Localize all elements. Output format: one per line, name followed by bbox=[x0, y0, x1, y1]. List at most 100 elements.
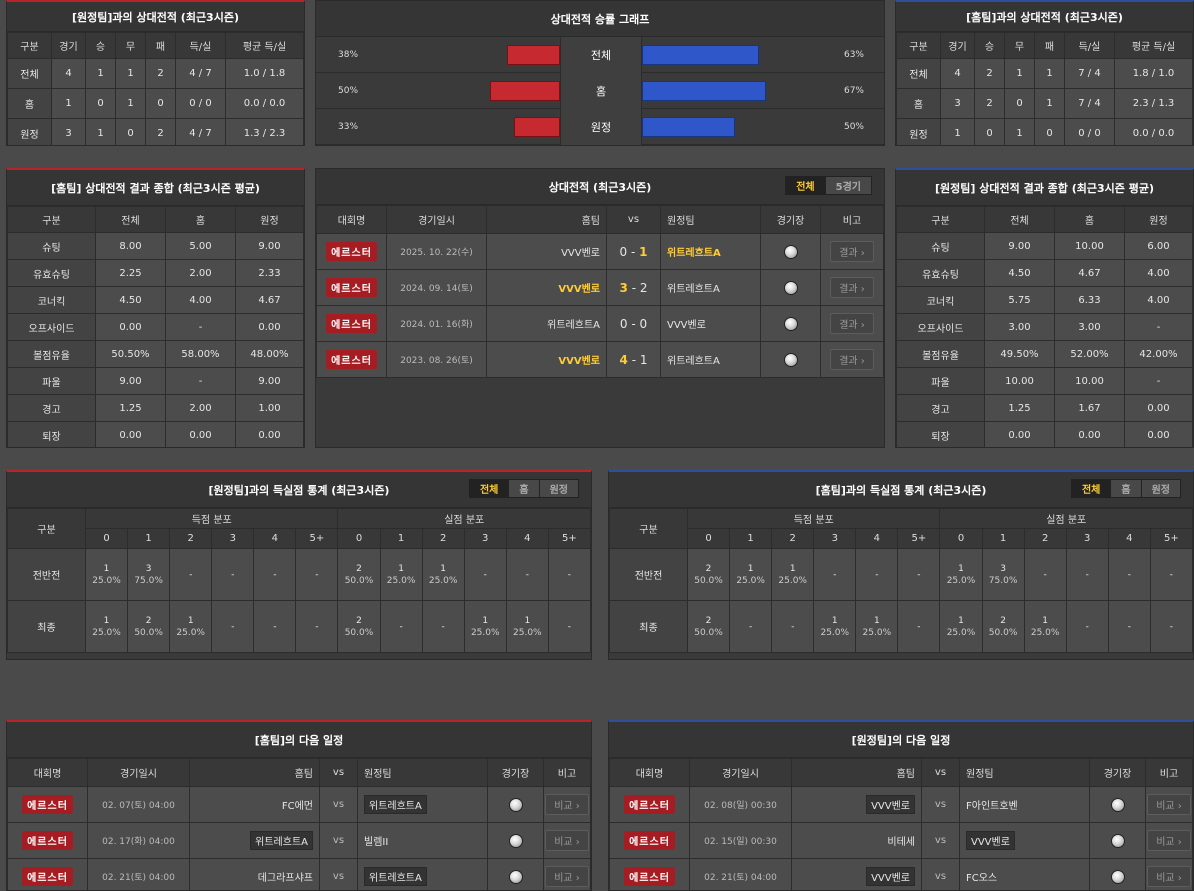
stadium-icon[interactable] bbox=[783, 280, 798, 295]
schedule-row[interactable]: 에르스터 02. 08(일) 00:30 VVV벤로 vs F아인트호벤 비교 › bbox=[609, 786, 1193, 823]
dist-percent: 25.0% bbox=[778, 575, 807, 586]
match-row[interactable]: 에르스터 2024. 09. 14(토) VVV벤로 3 - 2 위트레흐트A 결과 › bbox=[316, 269, 884, 306]
table-cell: 1.00 bbox=[235, 394, 304, 422]
result-button[interactable]: 결과 › bbox=[830, 313, 874, 334]
tab-home[interactable]: 홈 bbox=[1111, 480, 1142, 497]
league-badge[interactable]: 에르스터 bbox=[624, 867, 675, 886]
stadium-icon[interactable] bbox=[783, 316, 798, 331]
league-badge[interactable]: 에르스터 bbox=[624, 795, 675, 814]
compare-button[interactable]: 비교 › bbox=[545, 830, 589, 851]
league-badge[interactable]: 에르스터 bbox=[326, 350, 377, 369]
graph-row: 50% 홈 67% bbox=[316, 73, 884, 109]
compare-button[interactable]: 비교 › bbox=[1147, 830, 1191, 851]
col-header: 무 bbox=[115, 32, 146, 59]
match-date: 2024. 01. 16(화) bbox=[386, 305, 487, 342]
col-header: 무 bbox=[1004, 32, 1035, 59]
row-label: 퇴장 bbox=[7, 421, 96, 447]
league-cell: 에르스터 bbox=[316, 269, 387, 306]
table-cell: 1.3 / 2.3 bbox=[225, 118, 304, 145]
tab-all[interactable]: 전체 bbox=[1071, 480, 1112, 497]
table-cell: 1 bbox=[51, 88, 86, 119]
result-button[interactable]: 결과 › bbox=[830, 241, 874, 262]
chevron-right-icon: › bbox=[857, 320, 865, 331]
table-cell: 0.00 bbox=[235, 421, 304, 447]
home-summary-panel: [홈팀] 상대전적 결과 종합 (최근3시즌 평균) 구분 전체 홈 원정 슈팅 8.0… bbox=[6, 168, 305, 448]
league-badge[interactable]: 에르스터 bbox=[624, 831, 675, 850]
h2h-list-table: 대회명 경기일시 홈팀 vs 원정팀 경기장 비고 에르스터 2025. 10. … bbox=[316, 205, 884, 378]
compare-button[interactable]: 비교 › bbox=[1147, 866, 1191, 887]
compare-button[interactable]: 비교 › bbox=[545, 794, 589, 815]
stadium-icon[interactable] bbox=[1110, 797, 1125, 812]
table-cell: 4.00 bbox=[165, 286, 236, 314]
stadium-icon[interactable] bbox=[783, 352, 798, 367]
schedule-row[interactable]: 에르스터 02. 17(화) 04:00 위트레흐트A vs 빌렘II 비교 › bbox=[7, 822, 591, 859]
schedule-row[interactable]: 에르스터 02. 21(토) 04:00 데그라프샤프 vs 위트레흐트A 비교 › bbox=[7, 858, 591, 890]
home-team: 데그라프샤프 bbox=[257, 873, 313, 884]
col-header: 4 bbox=[505, 528, 549, 549]
table-cell: 0.00 bbox=[984, 421, 1055, 447]
result-button[interactable]: 결과 › bbox=[830, 349, 874, 370]
table-cell: 7 / 4 bbox=[1064, 88, 1115, 119]
table-row: 원정 3 1 0 2 4 / 7 1.3 / 2.3 bbox=[7, 118, 304, 145]
tab-all[interactable]: 전체 bbox=[469, 480, 510, 497]
table-cell: 1.25 bbox=[984, 394, 1055, 422]
tab-away[interactable]: 원정 bbox=[1141, 480, 1180, 497]
tab-all[interactable]: 전체 bbox=[786, 177, 826, 194]
match-row[interactable]: 에르스터 2025. 10. 22(수) VVV벤로 0 - 1 위트레흐트A 결과 › bbox=[316, 233, 884, 270]
tab-5-games[interactable]: 5경기 bbox=[825, 177, 871, 194]
league-badge[interactable]: 에르스터 bbox=[22, 795, 73, 814]
schedule-row[interactable]: 에르스터 02. 15(일) 00:30 비테세 vs VVV벤로 비교 › bbox=[609, 822, 1193, 859]
col-header: 5+ bbox=[547, 528, 591, 549]
col-date: 경기일시 bbox=[689, 758, 792, 787]
chevron-right-icon: › bbox=[1174, 801, 1182, 812]
league-badge[interactable]: 에르스터 bbox=[326, 278, 377, 297]
stadium-icon[interactable] bbox=[508, 833, 523, 848]
league-badge[interactable]: 에르스터 bbox=[22, 831, 73, 850]
note-cell: 결과 › bbox=[820, 233, 884, 270]
schedule-row[interactable]: 에르스터 02. 07(토) 04:00 FC에먼 vs 위트레흐트A 비교 › bbox=[7, 786, 591, 823]
match-row[interactable]: 에르스터 2023. 08. 26(토) VVV벤로 4 - 1 위트레흐트A 결과 › bbox=[316, 341, 884, 378]
compare-button[interactable]: 비교 › bbox=[545, 866, 589, 887]
dist-cell: 1 25.0% bbox=[813, 600, 857, 653]
stadium-icon[interactable] bbox=[1110, 833, 1125, 848]
compare-button[interactable]: 비교 › bbox=[1147, 794, 1191, 815]
schedule-row[interactable]: 에르스터 02. 21(토) 04:00 VVV벤로 vs FC오스 비교 › bbox=[609, 858, 1193, 890]
league-badge[interactable]: 에르스터 bbox=[22, 867, 73, 886]
dist-cell: - bbox=[897, 548, 941, 601]
dist-cell: - bbox=[1149, 548, 1193, 601]
dist-count: - bbox=[1169, 569, 1174, 580]
stadium-icon[interactable] bbox=[1110, 869, 1125, 884]
note-cell: 비교 › bbox=[543, 858, 591, 890]
result-button[interactable]: 결과 › bbox=[830, 277, 874, 298]
league-badge[interactable]: 에르스터 bbox=[326, 242, 377, 261]
stadium-icon[interactable] bbox=[508, 797, 523, 812]
tab-away[interactable]: 원정 bbox=[539, 480, 578, 497]
table-cell: 1.25 bbox=[95, 394, 166, 422]
dist-percent: 25.0% bbox=[946, 627, 976, 638]
table-cell: 3 bbox=[940, 88, 975, 119]
table-cell: 0 bbox=[1004, 88, 1035, 119]
table-cell: 2 bbox=[145, 118, 176, 145]
league-badge[interactable]: 에르스터 bbox=[326, 314, 377, 333]
table-cell: 1 bbox=[85, 58, 116, 89]
dist-count: 1 bbox=[187, 615, 194, 626]
home-team-cell: 비테세 bbox=[791, 822, 922, 859]
stadium-icon[interactable] bbox=[783, 244, 798, 259]
stadium-icon[interactable] bbox=[508, 869, 523, 884]
table-row: 경고 1.25 2.00 1.00 bbox=[7, 394, 304, 422]
graph-row-label: 전체 bbox=[560, 37, 642, 73]
home-team: VVV벤로 bbox=[486, 341, 607, 378]
table-cell: 49.50% bbox=[984, 340, 1055, 368]
away-team-cell: 빌렘II bbox=[357, 822, 488, 859]
table-row: 슈팅 9.00 10.00 6.00 bbox=[896, 232, 1193, 260]
next-away-title: [원정팀]의 다음 일정 bbox=[609, 722, 1193, 758]
col-header: 4 bbox=[855, 528, 899, 549]
col-header: 2 bbox=[1023, 528, 1067, 549]
dist-cell: 1 25.0% bbox=[771, 548, 815, 601]
graph-right-pct: 50% bbox=[843, 122, 864, 132]
next-away-panel: [원정팀]의 다음 일정 대회명 경기일시 홈팀 vs 원정팀 경기장 비고 에르스터 02. … bbox=[608, 720, 1194, 891]
match-row[interactable]: 에르스터 2024. 01. 16(화) 위트레흐트A 0 - 0 VVV벤로 결과 › bbox=[316, 305, 884, 342]
tab-home[interactable]: 홈 bbox=[509, 480, 540, 497]
vs-label: vs bbox=[319, 786, 358, 823]
